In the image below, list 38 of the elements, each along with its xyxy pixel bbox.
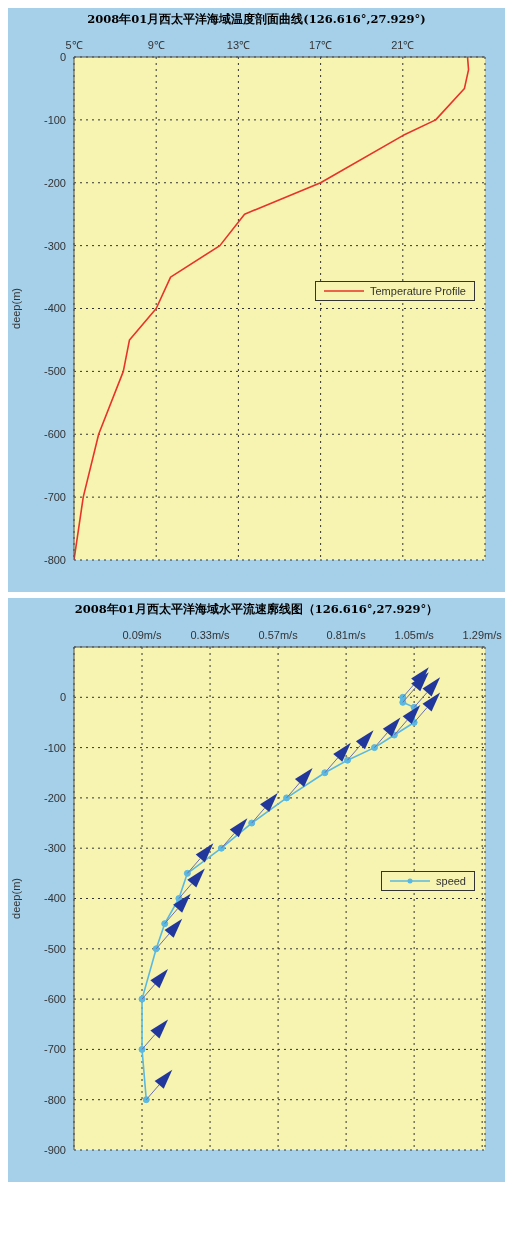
y-tick-label: -100 <box>43 741 66 754</box>
y-tick-label: -500 <box>43 942 66 955</box>
y-tick-label: 0 <box>59 50 66 63</box>
y-tick-label: -700 <box>43 491 66 504</box>
x-tick-label: 9℃ <box>147 39 165 51</box>
x-tick-label: 0.81m/s <box>326 629 367 641</box>
y-tick-label: -700 <box>43 1043 66 1056</box>
y-tick-label: 0 <box>59 691 66 704</box>
x-tick-label: 13℃ <box>226 39 251 51</box>
y-tick-label: -400 <box>43 892 66 905</box>
x-tick-label: 1.29m/s <box>462 629 503 641</box>
chart-title: 2008年01月西太平洋海域温度剖面曲线(126.616°,27.929°) <box>86 12 427 27</box>
y-tick-label: -300 <box>43 842 66 855</box>
y-tick-label: -800 <box>43 553 66 566</box>
y-tick-label: -900 <box>43 1143 66 1156</box>
y-tick-label: -600 <box>43 428 66 441</box>
x-tick-label: 17℃ <box>308 39 333 51</box>
y-tick-label: -400 <box>43 302 66 315</box>
y-axis-title: deep(m) <box>9 288 22 329</box>
y-tick-label: -100 <box>43 113 66 126</box>
legend-label: speed <box>436 875 466 888</box>
x-tick-label: 0.57m/s <box>258 629 299 641</box>
y-tick-label: -200 <box>43 176 66 189</box>
chart-title: 2008年01月西太平洋海域水平流速廓线图（126.616°,27.929°） <box>73 602 440 617</box>
x-tick-label: 0.33m/s <box>190 629 231 641</box>
point <box>370 744 378 752</box>
y-tick-label: -300 <box>43 239 66 252</box>
x-tick-label: 21℃ <box>391 39 415 51</box>
legend-label: Temperature Profile <box>370 285 466 298</box>
x-tick-label: 5℃ <box>65 39 83 51</box>
x-tick-label: 1.05m/s <box>394 629 435 641</box>
y-tick-label: -600 <box>43 993 66 1006</box>
y-tick-label: -200 <box>43 791 66 804</box>
y-tick-label: -500 <box>43 365 66 378</box>
x-tick-label: 0.09m/s <box>122 629 163 641</box>
point <box>399 698 407 706</box>
y-axis-title: deep(m) <box>9 878 22 919</box>
y-tick-label: -800 <box>43 1093 66 1106</box>
